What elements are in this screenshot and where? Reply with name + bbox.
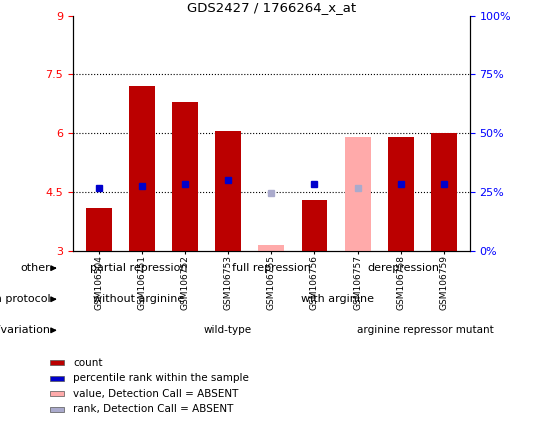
Bar	[345, 137, 370, 251]
Bar	[51, 360, 64, 365]
Text: full repression: full repression	[232, 263, 311, 273]
Text: value, Detection Call = ABSENT: value, Detection Call = ABSENT	[73, 389, 239, 399]
Text: growth protocol: growth protocol	[0, 294, 51, 304]
Bar	[388, 137, 414, 251]
Bar	[51, 407, 64, 412]
Text: partial repression: partial repression	[90, 263, 188, 273]
Bar	[86, 208, 112, 251]
Text: other: other	[21, 263, 51, 273]
Bar	[129, 86, 155, 251]
Text: without arginine: without arginine	[93, 294, 185, 304]
Bar	[301, 200, 327, 251]
Text: genotype/variation: genotype/variation	[0, 325, 51, 335]
Bar	[215, 131, 241, 251]
Bar	[51, 391, 64, 396]
Text: count: count	[73, 358, 103, 368]
Bar	[431, 133, 457, 251]
Bar	[51, 376, 64, 381]
Text: wild-type: wild-type	[203, 325, 251, 335]
Text: rank, Detection Call = ABSENT: rank, Detection Call = ABSENT	[73, 404, 234, 414]
Text: with arginine: with arginine	[301, 294, 374, 304]
Bar	[259, 245, 284, 251]
Text: derepression: derepression	[368, 263, 440, 273]
Text: arginine repressor mutant: arginine repressor mutant	[357, 325, 494, 335]
Title: GDS2427 / 1766264_x_at: GDS2427 / 1766264_x_at	[187, 1, 356, 14]
Bar	[172, 102, 198, 251]
Text: percentile rank within the sample: percentile rank within the sample	[73, 373, 249, 383]
